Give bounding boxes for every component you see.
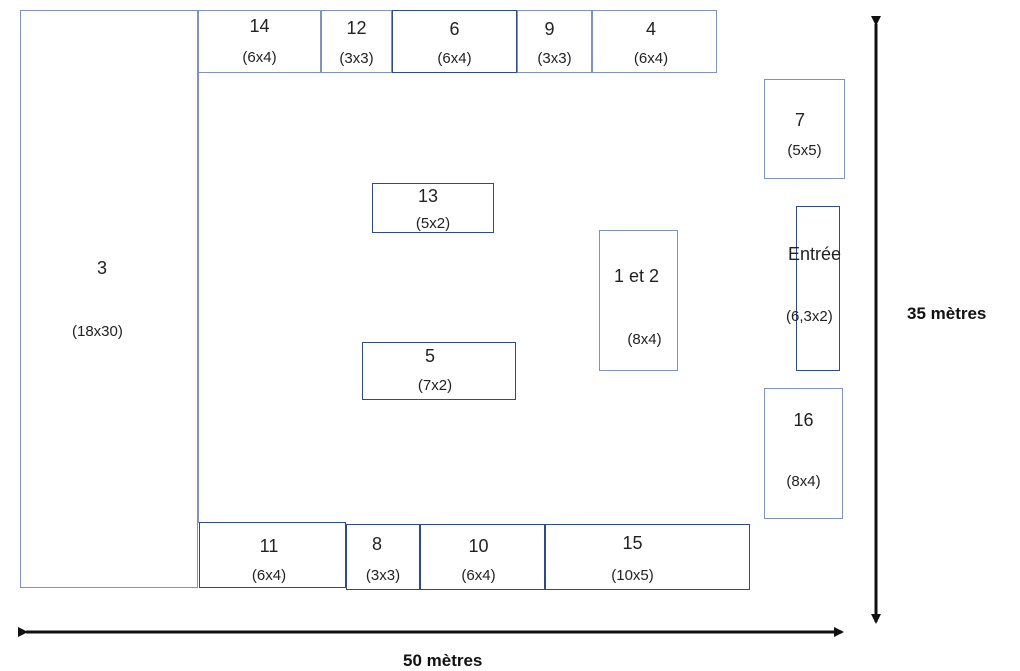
stand-9-size: (3x3) [537,50,572,67]
stand-6-size: (6x4) [437,50,472,67]
height-label: 35 mètres [907,304,987,323]
entrance-size: (6,3x2) [786,308,833,325]
stand-7 [764,79,845,179]
stand-15-size: (10x5) [611,567,654,584]
stand-12-size: (3x3) [339,50,374,67]
stand-4 [592,10,717,73]
stand-16-size: (8x4) [786,473,821,490]
stand-6-label: 6 [449,19,460,39]
stand-5-label: 5 [424,346,435,366]
stand-9-label: 9 [544,19,555,39]
stand-16-label: 16 [793,410,814,430]
stand-15-label: 15 [622,533,643,553]
stand-11-size: (6x4) [251,567,287,584]
width-label: 50 mètres [403,651,483,670]
stand-4-size: (6x4) [633,50,669,67]
stand-3 [20,10,198,588]
stand-9 [517,10,592,73]
stand-1-et-2 [599,230,678,371]
stand-5 [362,342,516,400]
stand-3-label: 3 [97,258,108,278]
stand-7-label: 7 [794,110,805,130]
stand-10-size: (6x4) [461,567,496,584]
stand-13-label: 13 [417,186,439,206]
stand-8 [346,524,420,590]
hall-area [198,73,199,523]
stand-16 [764,388,843,519]
stand-10 [420,524,545,590]
stand-11-label: 11 [259,536,279,556]
stand-14-size: (6x4) [242,49,277,66]
stand-10-label: 10 [468,536,489,556]
stand-1-et-2-label: 1 et 2 [613,266,660,286]
stand-13-size: (5x2) [415,215,451,232]
stand-12 [321,10,392,73]
stand-5-size: (7x2) [417,377,453,394]
stand-6 [392,10,517,73]
stand-3-size: (18x30) [72,323,123,340]
stand-11 [199,522,346,588]
entrance [796,206,840,371]
stand-7-size: (5x5) [787,142,822,159]
stand-13 [372,183,494,233]
stand-14-label: 14 [249,16,270,36]
stand-8-size: (3x3) [365,567,401,584]
stand-12-label: 12 [346,18,367,38]
stand-14 [198,10,321,73]
stand-1-et-2-size: (8x4) [627,331,662,348]
stand-8-label: 8 [371,534,382,554]
stand-15 [545,524,750,590]
entrance-label: Entrée [788,244,842,264]
stand-4-label: 4 [645,19,656,39]
